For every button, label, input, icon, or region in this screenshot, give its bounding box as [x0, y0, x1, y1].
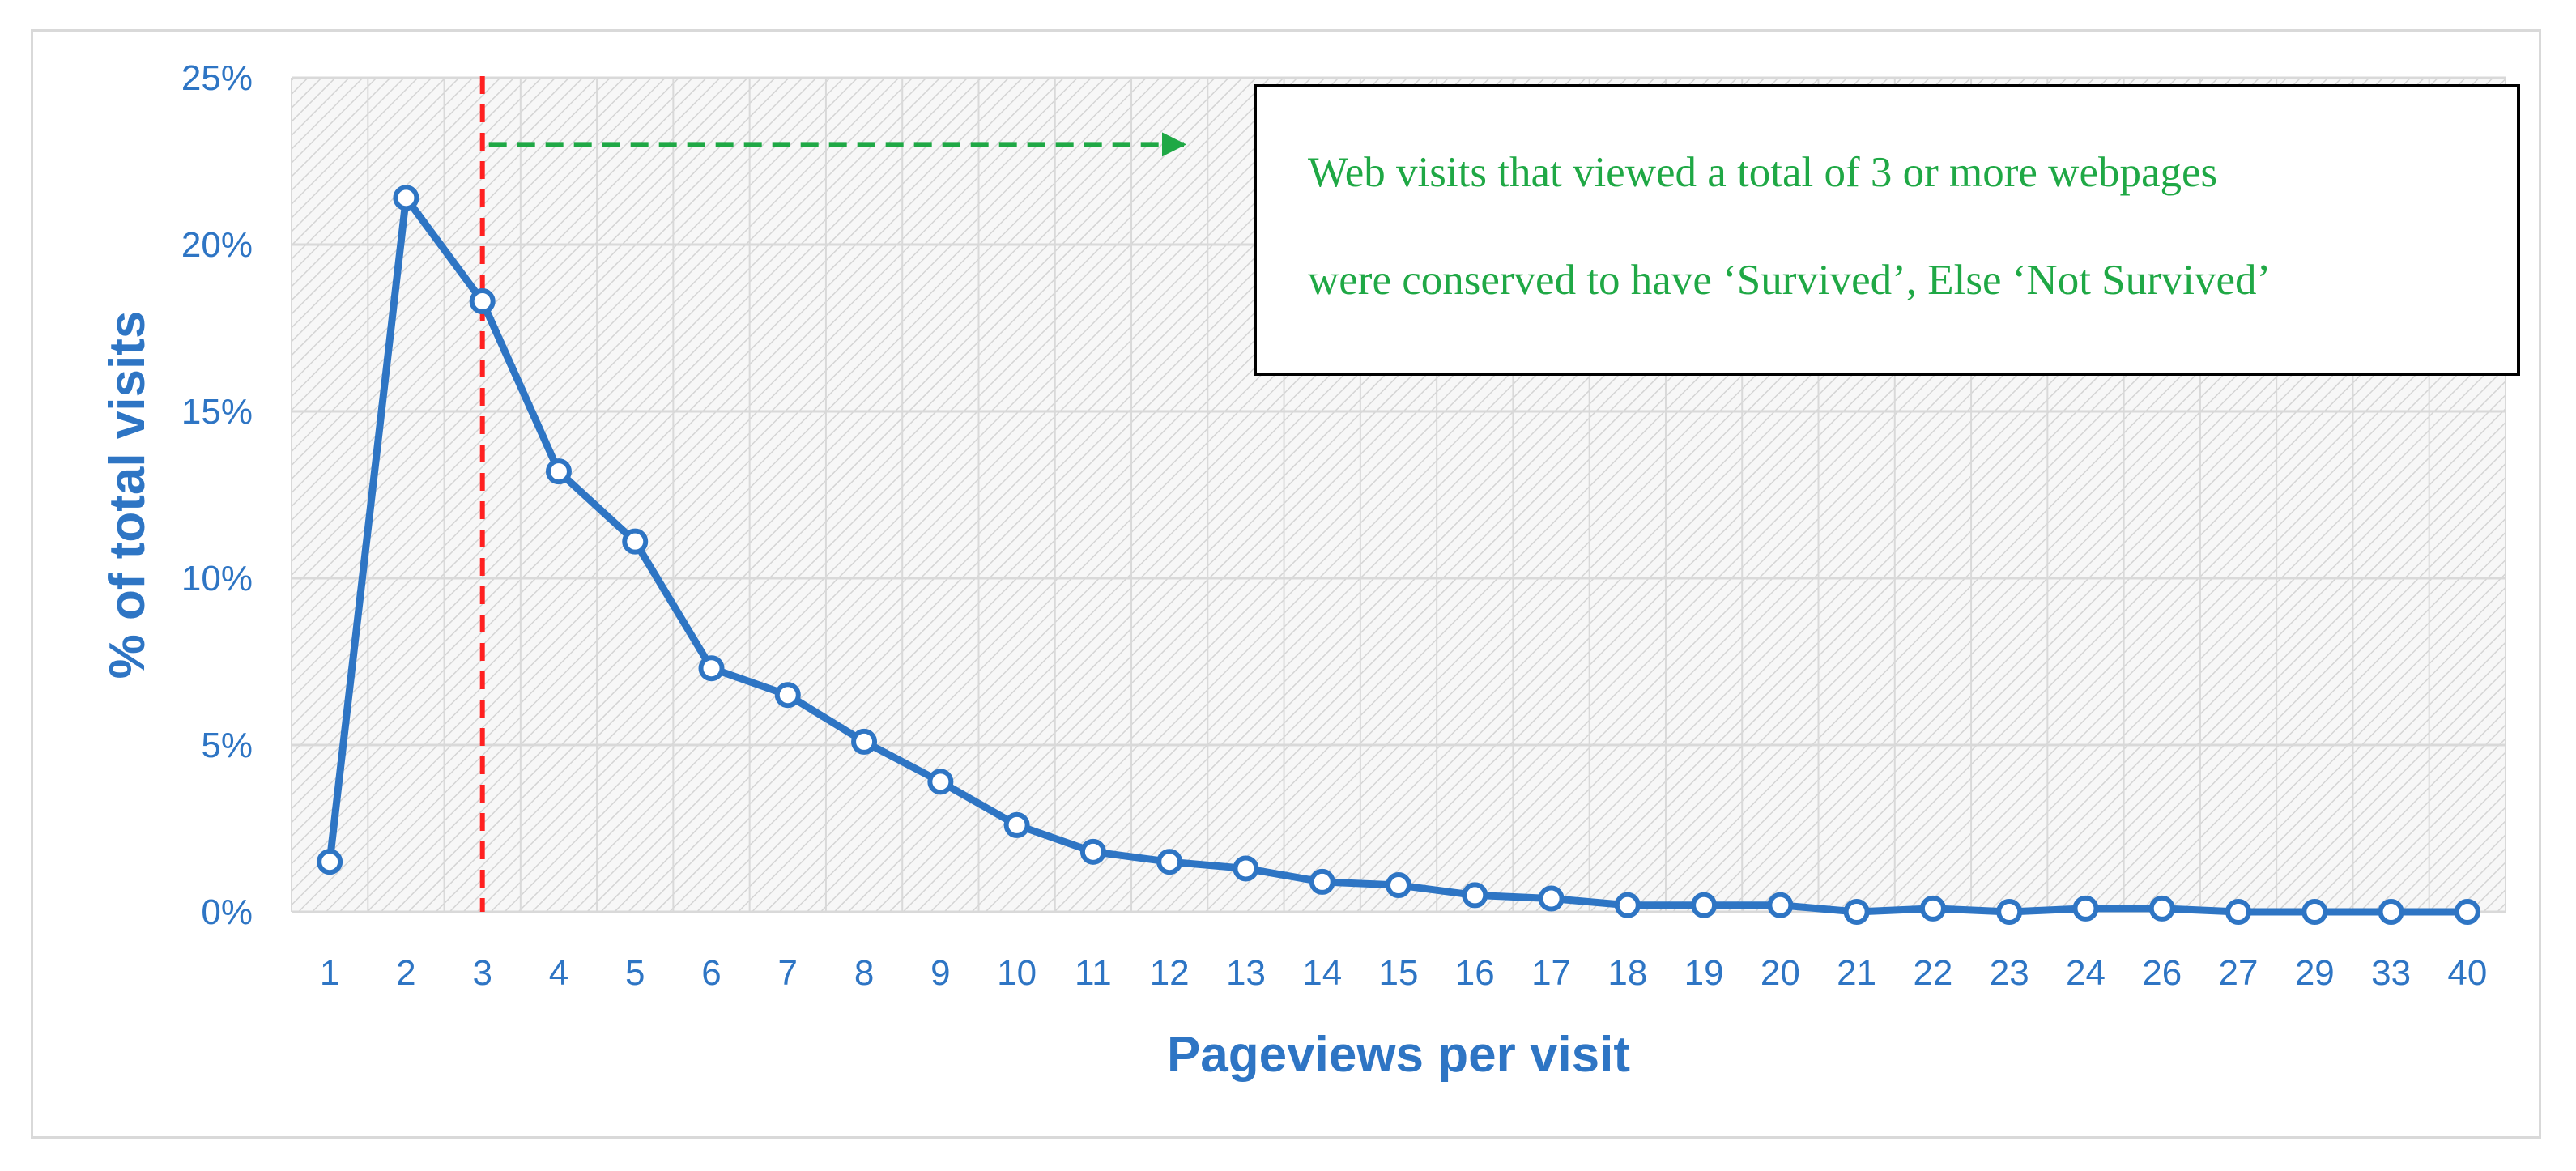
data-point: [2301, 899, 2328, 925]
x-tick-label: 2: [396, 953, 415, 993]
x-tick-label: 8: [854, 953, 874, 993]
x-tick-label: 40: [2447, 953, 2487, 993]
data-point: [927, 769, 954, 795]
data-point: [1691, 892, 1718, 918]
annotation-text-line-1: Web visits that viewed a total of 3 or m…: [1308, 149, 2217, 196]
data-point: [698, 655, 725, 682]
x-tick-label: 1: [320, 953, 339, 993]
x-tick-label: 20: [1761, 953, 1800, 993]
series-group: [317, 185, 2480, 925]
x-tick-label: 19: [1684, 953, 1724, 993]
x-tick-label: 22: [1913, 953, 1952, 993]
x-tick-label: 27: [2219, 953, 2259, 993]
x-tick-label: 29: [2295, 953, 2335, 993]
data-point: [1919, 895, 1946, 922]
y-tick-label: 25%: [181, 58, 253, 98]
data-point: [1079, 838, 1106, 865]
y-tick-label: 10%: [181, 559, 253, 598]
x-tick-label: 10: [997, 953, 1037, 993]
data-point: [469, 288, 496, 315]
data-point: [1309, 868, 1335, 895]
x-tick-label: 18: [1607, 953, 1647, 993]
data-point: [2454, 899, 2480, 925]
data-point: [1003, 811, 1030, 838]
x-tick-label: 17: [1531, 953, 1571, 993]
data-point: [2378, 899, 2404, 925]
x-tick-label: 33: [2371, 953, 2411, 993]
data-point: [1614, 892, 1641, 918]
x-tick-label: 14: [1302, 953, 1342, 993]
x-tick-label: 21: [1837, 953, 1876, 993]
x-axis-title: Pageviews per visit: [1167, 1027, 1630, 1083]
data-point: [1538, 885, 1565, 912]
y-tick-label: 5%: [201, 726, 253, 765]
data-point: [1462, 882, 1488, 909]
data-point: [1233, 855, 1259, 882]
x-tick-label: 5: [625, 953, 645, 993]
x-tick-label: 7: [778, 953, 798, 993]
y-axis-title: % of total visits: [100, 311, 155, 679]
y-tick-label: 0%: [201, 892, 253, 932]
x-tick-label: 13: [1226, 953, 1266, 993]
x-tick-label: 24: [2066, 953, 2106, 993]
x-tick-label: 23: [1990, 953, 2029, 993]
data-point: [317, 849, 343, 875]
data-point: [1996, 899, 2023, 925]
data-point: [1843, 899, 1870, 925]
x-tick-label: 9: [930, 953, 950, 993]
x-tick-label: 11: [1075, 953, 1112, 993]
data-point: [2072, 895, 2099, 922]
data-point: [2148, 895, 2175, 922]
data-point: [545, 458, 572, 485]
x-tick-label: 15: [1379, 953, 1419, 993]
annotation-box: [1254, 84, 2520, 376]
annotation-text-line-2: were conserved to have ‘Survived’, Else …: [1308, 257, 2271, 304]
y-tick-label: 15%: [181, 392, 253, 432]
data-point: [774, 682, 801, 709]
x-tick-label: 16: [1455, 953, 1495, 993]
x-tick-label: 12: [1150, 953, 1190, 993]
data-point: [2225, 899, 2252, 925]
data-point: [622, 528, 649, 555]
y-tick-label: 20%: [181, 225, 253, 265]
x-tick-label: 26: [2142, 953, 2182, 993]
x-tick-label: 6: [701, 953, 721, 993]
x-tick-label: 3: [472, 953, 492, 993]
data-point: [1386, 872, 1411, 899]
x-tick-label: 4: [549, 953, 568, 993]
data-point: [1767, 892, 1794, 918]
data-point: [851, 728, 878, 755]
data-point: [1156, 849, 1183, 875]
x-axis-ticks: 1 2 3 4 5 6 7 8 9 10 11 12 13 14 15 16 17 18 19 20 21 22 23 24 2…: [320, 953, 2487, 993]
data-point: [393, 185, 419, 211]
y-axis-ticks: 0% 5% 10% 15% 20% 25%: [181, 58, 253, 932]
